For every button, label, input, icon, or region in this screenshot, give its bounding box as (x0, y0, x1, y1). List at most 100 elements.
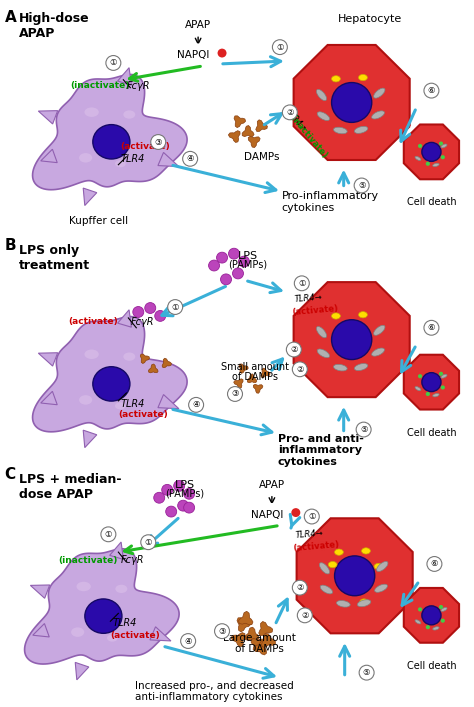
Text: ④: ④ (186, 154, 194, 163)
Circle shape (209, 260, 219, 271)
Circle shape (178, 501, 189, 511)
Text: NAPQI: NAPQI (177, 50, 210, 60)
Text: ②: ② (296, 365, 303, 374)
Circle shape (418, 374, 422, 378)
Text: ⑤: ⑤ (358, 181, 365, 190)
Polygon shape (41, 149, 57, 163)
Circle shape (439, 605, 443, 609)
Text: DAMPs: DAMPs (244, 152, 280, 162)
Ellipse shape (79, 153, 92, 163)
Ellipse shape (115, 160, 126, 168)
Text: FcγR: FcγR (130, 317, 154, 327)
Polygon shape (38, 110, 58, 124)
Circle shape (218, 49, 227, 57)
Circle shape (297, 608, 312, 623)
Circle shape (418, 144, 422, 148)
Polygon shape (234, 379, 243, 388)
Ellipse shape (433, 163, 439, 167)
Text: Kupffer cell: Kupffer cell (69, 216, 128, 226)
Text: (activate): (activate) (293, 539, 340, 553)
Circle shape (331, 83, 372, 122)
Text: TLR4→: TLR4→ (295, 529, 324, 540)
Text: ①: ① (109, 59, 117, 67)
Circle shape (292, 362, 307, 377)
Circle shape (441, 155, 445, 159)
Text: ②: ② (286, 108, 293, 117)
Ellipse shape (317, 89, 327, 100)
Ellipse shape (372, 348, 384, 356)
Polygon shape (261, 633, 275, 647)
Text: LPS: LPS (175, 480, 195, 490)
Polygon shape (404, 588, 459, 643)
Polygon shape (248, 136, 260, 148)
Ellipse shape (374, 325, 385, 335)
Polygon shape (256, 119, 267, 132)
Text: APAP: APAP (185, 21, 211, 30)
Ellipse shape (328, 561, 337, 568)
Polygon shape (140, 354, 149, 363)
Text: ①: ① (145, 538, 152, 547)
Text: Small amount: Small amount (221, 363, 289, 373)
Text: TLR4: TLR4 (120, 399, 145, 409)
Ellipse shape (355, 127, 368, 134)
Polygon shape (150, 627, 171, 641)
Text: (PAMPs): (PAMPs) (165, 489, 205, 499)
Text: A: A (5, 10, 17, 25)
Circle shape (422, 142, 441, 161)
Text: ⑤: ⑤ (360, 425, 367, 434)
Text: (activate): (activate) (110, 631, 160, 640)
Ellipse shape (123, 110, 135, 119)
Text: B: B (5, 238, 16, 253)
Circle shape (331, 320, 372, 360)
Polygon shape (293, 45, 410, 160)
Text: ⑥: ⑥ (428, 323, 435, 332)
Text: ③: ③ (231, 390, 239, 399)
Text: LPS only
treatment: LPS only treatment (18, 244, 90, 271)
Text: ⑥: ⑥ (431, 559, 438, 568)
Ellipse shape (331, 76, 340, 82)
Ellipse shape (374, 88, 385, 98)
Polygon shape (259, 621, 273, 636)
Polygon shape (242, 126, 254, 136)
Text: (activate): (activate) (69, 317, 118, 327)
Polygon shape (239, 364, 248, 373)
Polygon shape (404, 355, 459, 409)
Circle shape (304, 509, 319, 524)
Ellipse shape (372, 111, 384, 119)
Circle shape (141, 534, 156, 549)
Polygon shape (234, 116, 246, 127)
Ellipse shape (374, 584, 387, 592)
Circle shape (228, 248, 239, 259)
Polygon shape (149, 364, 158, 373)
Text: ①: ① (308, 512, 316, 521)
Polygon shape (25, 549, 179, 664)
Circle shape (220, 274, 231, 285)
Circle shape (189, 397, 204, 412)
Polygon shape (297, 518, 413, 633)
Circle shape (427, 556, 442, 571)
Ellipse shape (334, 364, 347, 371)
Text: TLR4↗: TLR4↗ (283, 107, 308, 134)
Circle shape (283, 105, 297, 119)
Text: (inactivate): (inactivate) (71, 81, 130, 90)
Text: (inactivate): (inactivate) (286, 112, 329, 160)
Circle shape (292, 580, 307, 595)
Circle shape (183, 502, 195, 513)
Text: Cell death: Cell death (407, 197, 456, 207)
Polygon shape (30, 585, 50, 598)
Ellipse shape (84, 107, 99, 117)
Circle shape (418, 607, 422, 612)
Text: ②: ② (290, 345, 298, 354)
Polygon shape (75, 662, 89, 680)
Text: ③: ③ (155, 137, 162, 146)
Ellipse shape (317, 349, 329, 358)
Text: (activate): (activate) (292, 303, 339, 317)
Polygon shape (261, 368, 270, 378)
Ellipse shape (377, 561, 388, 571)
Polygon shape (228, 131, 240, 142)
Text: Cell death: Cell death (407, 428, 456, 438)
Polygon shape (245, 627, 259, 641)
Circle shape (217, 252, 228, 263)
Ellipse shape (317, 327, 327, 338)
Polygon shape (38, 353, 58, 366)
